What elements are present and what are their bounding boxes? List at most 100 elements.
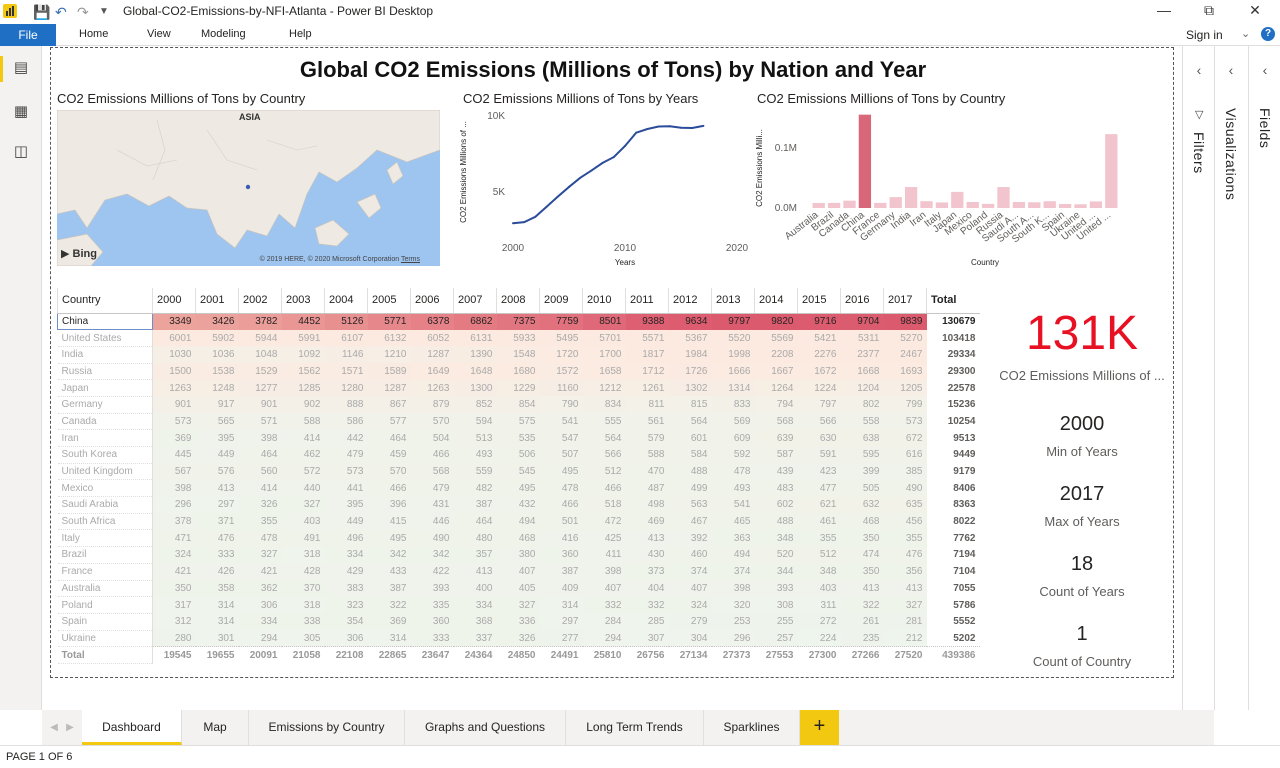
minimize-icon[interactable]: — — [1157, 2, 1171, 18]
bar-india[interactable] — [904, 187, 918, 208]
bar-russia[interactable] — [997, 187, 1010, 208]
bar-south-k[interactable] — [1043, 201, 1056, 208]
year-column-header[interactable]: 2013 — [711, 288, 755, 314]
help-icon[interactable]: ? — [1261, 27, 1275, 41]
table-row[interactable]: Poland 317 314 306 318 323 322 335 334 327 314 332 3… — [57, 596, 980, 614]
map-terms-link[interactable]: Terms — [400, 256, 420, 263]
bar-australia[interactable] — [812, 202, 825, 208]
table-row[interactable]: China 3349 3426 3782 4452 5126 5771 6378 6862 737… — [57, 312, 980, 331]
year-column-header[interactable]: 2016 — [840, 288, 884, 314]
close-icon[interactable]: ✕ — [1249, 2, 1261, 18]
sign-in-link[interactable]: Sign in — [1186, 28, 1223, 42]
tab-modeling[interactable]: Modeling — [201, 28, 246, 40]
bar-mexico[interactable] — [966, 201, 979, 208]
bar-brazil[interactable] — [827, 202, 841, 208]
collapse-filters-icon[interactable]: ‹ — [1196, 62, 1202, 78]
table-row[interactable]: Ukraine 280 301 294 305 306 314 333 337 326 277 294… — [57, 630, 980, 648]
data-icon[interactable]: ▦ — [13, 103, 29, 120]
bar-united[interactable] — [1105, 134, 1118, 208]
bar-ukraine[interactable] — [1074, 204, 1087, 208]
table-row[interactable]: Australia 350 358 362 370 383 387 393 400 405 409 4… — [57, 580, 980, 598]
line-data-point[interactable] — [657, 125, 660, 128]
table-row[interactable]: Saudi Arabia 296 297 326 327 395 396 431 387 432 4… — [57, 496, 980, 514]
page-tab-graphs-and-questions[interactable]: Graphs and Questions — [405, 710, 566, 745]
bar-saudi-a[interactable] — [1012, 202, 1026, 208]
save-icon[interactable]: 💾 — [33, 4, 51, 20]
year-column-header[interactable]: 2006 — [410, 288, 454, 314]
restore-icon[interactable]: ⧉ — [1204, 2, 1214, 18]
page-tab-map[interactable]: Map — [182, 710, 249, 745]
year-column-header[interactable]: 2014 — [754, 288, 798, 314]
tab-home[interactable]: Home — [79, 28, 109, 40]
page-scroll-arrows[interactable]: ◀ ▶ — [42, 710, 82, 745]
file-menu-button[interactable]: File — [0, 24, 56, 46]
line-data-point[interactable] — [523, 221, 526, 224]
table-row[interactable]: South Africa 378 371 355 403 449 415 446 464 494 5… — [57, 513, 980, 531]
year-column-header[interactable]: 2000 — [152, 288, 196, 314]
year-column-header[interactable]: 2008 — [496, 288, 540, 314]
country-column-header[interactable]: Country — [57, 288, 153, 314]
page-tab-sparklines[interactable]: Sparklines — [704, 710, 800, 745]
page-tab-long-term-trends[interactable]: Long Term Trends — [566, 710, 704, 745]
table-row[interactable]: Germany 901 917 901 902 888 867 879 852 854 790 834… — [57, 396, 980, 414]
table-row[interactable]: India 1030 1036 1048 1092 1146 1210 1287 1390 154… — [57, 346, 980, 364]
map-visual[interactable]: ASIA ▶ Bing © 2019 HERE, © 2020 Microsof… — [57, 110, 440, 266]
undo-icon[interactable]: ↶ — [55, 4, 67, 20]
grand-total-row[interactable]: Total 19545 19655 20091 21058 22108 22865 23647… — [57, 646, 980, 664]
table-row[interactable]: Russia 1500 1538 1529 1562 1571 1589 1649 1648 16… — [57, 363, 980, 381]
tab-help[interactable]: Help — [289, 28, 312, 40]
fields-pane[interactable]: ‹ Fields — [1248, 46, 1280, 710]
table-row[interactable]: Iran 369 395 398 414 442 464 504 513 535 547 564 579… — [57, 429, 980, 447]
bar-canada[interactable] — [843, 200, 856, 208]
scroll-left-icon[interactable]: ◀ — [50, 722, 58, 733]
line-data-point[interactable] — [590, 169, 593, 172]
redo-icon[interactable]: ↷ — [77, 4, 89, 20]
bar-japan[interactable] — [951, 191, 964, 208]
bar-south-a[interactable] — [1028, 202, 1041, 208]
line-data-point[interactable] — [512, 222, 514, 225]
visualizations-pane[interactable]: ‹ Visualizations — [1214, 46, 1248, 710]
scroll-right-icon[interactable]: ▶ — [66, 722, 74, 733]
table-row[interactable]: Mexico 398 413 414 440 441 466 479 482 495 478 466 4… — [57, 479, 980, 498]
line-data-point[interactable] — [601, 161, 604, 164]
year-column-header[interactable]: 2005 — [367, 288, 411, 314]
line-data-point[interactable] — [635, 131, 638, 134]
bar-iran[interactable] — [920, 201, 933, 208]
table-row[interactable]: Italy 471 476 478 491 496 495 490 480 468 416 425 41… — [57, 529, 980, 548]
table-row[interactable]: Canada 573 565 571 588 586 577 570 594 575 541 555 5… — [57, 413, 980, 431]
bar-poland[interactable] — [981, 203, 995, 208]
bar-france[interactable] — [874, 202, 887, 208]
year-column-header[interactable]: 2012 — [668, 288, 712, 314]
line-data-point[interactable] — [534, 215, 537, 218]
line-data-point[interactable] — [568, 185, 570, 188]
year-column-header[interactable]: 2010 — [582, 288, 626, 314]
line-data-point[interactable] — [579, 176, 582, 179]
year-column-header[interactable]: 2015 — [797, 288, 841, 314]
year-column-header[interactable]: 2003 — [281, 288, 325, 314]
line-data-point[interactable] — [702, 124, 705, 127]
table-row[interactable]: United States 6001 5902 5944 5991 6107 6132 605… — [57, 329, 980, 347]
table-row[interactable]: Japan 1263 1248 1277 1285 1280 1287 1263 1300 122… — [57, 379, 980, 397]
year-column-header[interactable]: 2011 — [625, 288, 669, 314]
add-page-button[interactable]: + — [800, 710, 839, 745]
chevron-down-icon[interactable]: ⌄ — [1241, 28, 1251, 40]
year-column-header[interactable]: 2004 — [324, 288, 368, 314]
line-data-point[interactable] — [624, 144, 626, 147]
report-icon[interactable]: ▤ — [13, 59, 29, 76]
table-row[interactable]: United Kingdom 567 576 560 572 573 570 568 559 54… — [57, 463, 980, 481]
year-column-header[interactable]: 2007 — [453, 288, 497, 314]
matrix-visual[interactable]: Country 2000 2001 2002 2003 2004 2005 2006 2007 2… — [57, 288, 980, 664]
line-data-point[interactable] — [556, 195, 559, 198]
bar-spain[interactable] — [1058, 204, 1072, 208]
line-data-point[interactable] — [612, 156, 615, 159]
line-data-point[interactable] — [668, 125, 671, 128]
customize-toolbar-icon[interactable]: ▼ — [99, 6, 109, 17]
page-tab-emissions-by-country[interactable]: Emissions by Country — [249, 710, 405, 745]
bar-chart[interactable]: AustraliaBrazilCanadaChinaFranceGermanyI… — [755, 108, 1135, 268]
bar-united[interactable] — [1089, 201, 1103, 208]
table-row[interactable]: France 421 426 421 428 429 433 422 413 407 387 398 3… — [57, 563, 980, 581]
total-column-header[interactable]: Total — [926, 288, 980, 314]
table-row[interactable]: South Korea 445 449 464 462 479 459 466 493 506 50… — [57, 446, 980, 464]
line-chart[interactable]: 10K 5K 2000 2010 2020 Years CO2 Emission… — [455, 108, 755, 268]
tab-view[interactable]: View — [147, 28, 171, 40]
